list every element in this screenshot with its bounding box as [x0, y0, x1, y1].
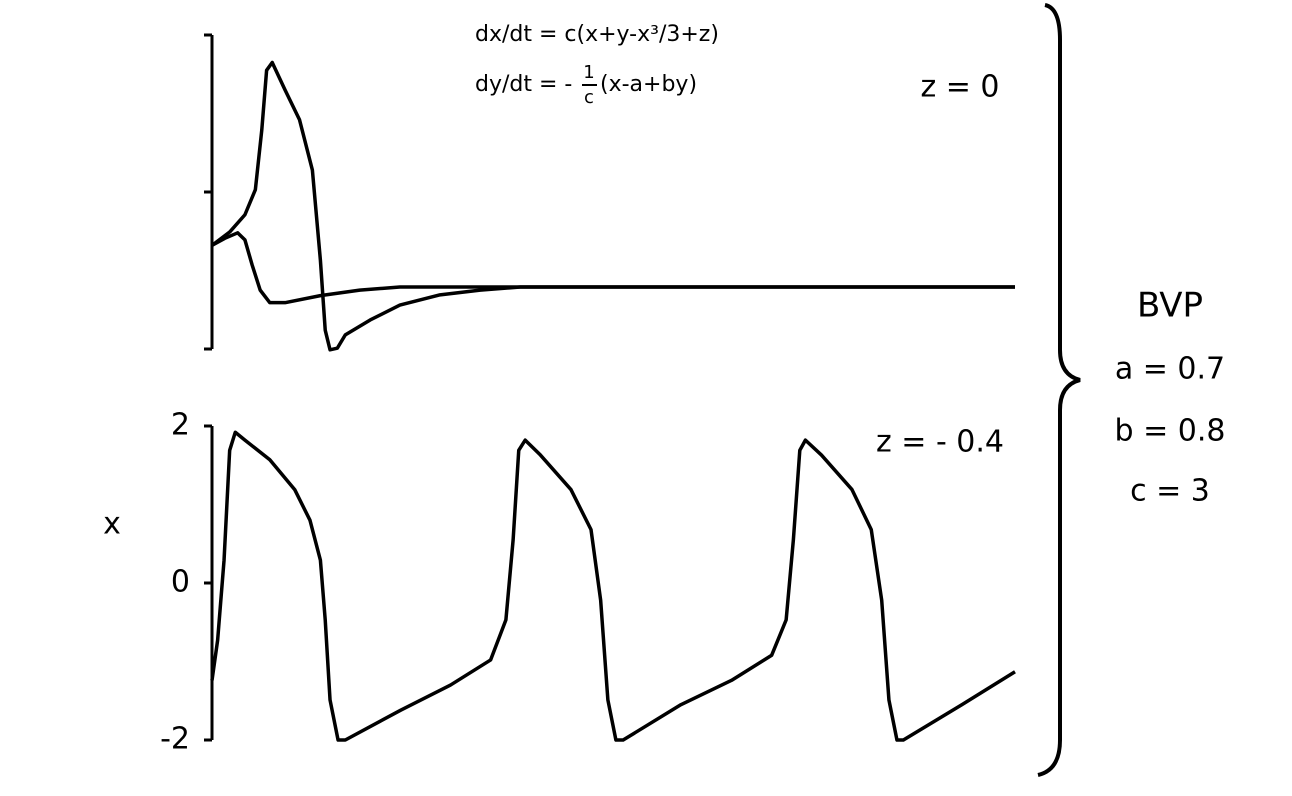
- equation-lhs: dy/dt = -: [475, 72, 572, 97]
- y-tick-label: -2: [160, 722, 190, 757]
- brace: [1037, 3, 1081, 777]
- y-tick-label: 0: [171, 565, 190, 600]
- parameter: a = 0.7: [1115, 352, 1225, 387]
- parameter: c = 3: [1130, 474, 1210, 509]
- equation: dx/dt = c(x+y-x³/3+z): [475, 22, 719, 47]
- model-name: BVP: [1137, 286, 1203, 326]
- equation-rhs: (x-a+by): [600, 72, 697, 97]
- parameter: b = 0.8: [1115, 414, 1226, 449]
- line: [210, 430, 1016, 742]
- y-axis-label: x: [103, 507, 121, 542]
- equation-denominator: c: [584, 87, 594, 108]
- line: [211, 231, 1015, 305]
- equation-numerator: 1: [583, 62, 594, 83]
- y-tick-label: 2: [171, 408, 190, 443]
- annotation: z = 0: [920, 70, 999, 105]
- annotation: z = - 0.4: [876, 425, 1004, 460]
- line: [210, 60, 1015, 352]
